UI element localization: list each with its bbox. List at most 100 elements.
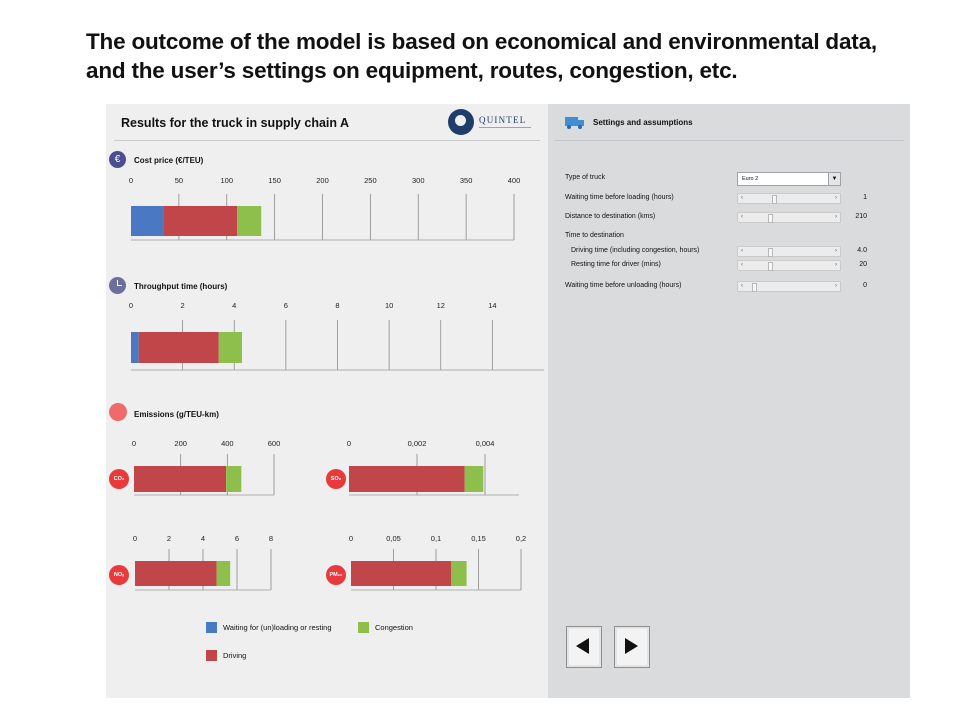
legend-label-driving: Driving [223, 651, 247, 660]
nox-badge: NOₓ [109, 565, 129, 585]
tick-label: 0 [129, 176, 133, 185]
pm10-badge: PM₁₀ [326, 565, 346, 585]
logo-text: QUINTEL [479, 115, 527, 125]
tick-label: 0 [347, 439, 351, 448]
bar-segment-congestion [464, 466, 484, 492]
truck-icon [565, 117, 584, 129]
slider-left-arrow-icon[interactable]: ‹ [741, 283, 743, 289]
so2-badge: SO₂ [326, 469, 346, 489]
slider-right-arrow-icon[interactable]: › [835, 248, 837, 254]
tick-label: 300 [412, 176, 425, 185]
slider-right-arrow-icon[interactable]: › [835, 195, 837, 201]
results-title: Results for the truck in supply chain A [121, 116, 350, 130]
tick-label: 2 [167, 534, 171, 543]
headline-line-1: The outcome of the model is based on eco… [86, 29, 877, 54]
nox-chart-svg: 0 2 4 6 8 [133, 534, 273, 591]
tick-label: 6 [235, 534, 239, 543]
slider-thumb[interactable] [772, 195, 777, 204]
arrow-right-icon [625, 638, 638, 654]
tick-label: 400 [221, 439, 234, 448]
tick-label: 400 [508, 176, 521, 185]
quintel-logo: QUINTEL [448, 109, 538, 137]
legend-item-congestion: Congestion [358, 622, 413, 633]
logo-underline [479, 127, 531, 128]
legend-label-waiting: Waiting for (un)loading or resting [223, 623, 332, 632]
tick-label: 0,1 [431, 534, 441, 543]
legend-swatch-driving [206, 650, 217, 661]
wait-unloading-value: 0 [863, 282, 867, 289]
resting-label: Resting time for driver (mins) [571, 261, 661, 268]
bar-segment-congestion [216, 561, 231, 586]
arrow-left-icon [576, 638, 589, 654]
bar-segment-driving [138, 332, 219, 363]
euro-icon: € [109, 151, 126, 168]
truck-type-select[interactable]: Euro 2 ▼ [737, 172, 841, 186]
bar-segment-driving [163, 206, 238, 236]
slider-left-arrow-icon[interactable]: ‹ [741, 248, 743, 254]
bar-segment-driving [349, 466, 465, 492]
legend-swatch-waiting [206, 622, 217, 633]
tick-label: 0 [132, 439, 136, 448]
resting-value: 20 [859, 261, 867, 268]
wait-unloading-label: Waiting time before unloading (hours) [565, 282, 682, 289]
tick-label: 0,004 [476, 439, 495, 448]
distance-slider[interactable]: ‹ › [737, 212, 841, 223]
wait-loading-slider[interactable]: ‹ › [737, 193, 841, 204]
slider-right-arrow-icon[interactable]: › [835, 283, 837, 289]
driving-time-label: Driving time (including congestion, hour… [571, 247, 700, 254]
headline-line-2: and the user’s settings on equipment, ro… [86, 58, 738, 83]
tick-label: 0 [133, 534, 137, 543]
co2-chart-svg: 0 200 400 600 [132, 439, 280, 496]
tick-label: 0,2 [516, 534, 526, 543]
cost-chart-svg: 0 50 100 150 200 250 300 350 400 [129, 176, 521, 241]
tick-label: 0 [129, 301, 133, 310]
tick-label: 4 [201, 534, 205, 543]
tick-label: 6 [284, 301, 288, 310]
driving-time-slider[interactable]: ‹ › [737, 246, 841, 257]
slider-thumb[interactable] [768, 262, 773, 271]
bar-segment-driving [135, 561, 217, 586]
slider-thumb[interactable] [768, 214, 773, 223]
distance-label: Distance to destination (kms) [565, 213, 656, 220]
slider-thumb[interactable] [768, 248, 773, 257]
slider-left-arrow-icon[interactable]: ‹ [741, 214, 743, 220]
bar-segment-congestion [237, 206, 262, 236]
tick-label: 200 [316, 176, 329, 185]
headline: The outcome of the model is based on eco… [86, 27, 946, 85]
slider-right-arrow-icon[interactable]: › [835, 214, 837, 220]
tick-label: 8 [335, 301, 339, 310]
bar-segment-waiting-for-un-loading-or-resting [131, 206, 164, 236]
tick-label: 0,002 [408, 439, 427, 448]
legend-item-driving: Driving [206, 650, 246, 661]
wait-loading-label: Waiting time before loading (hours) [565, 194, 674, 201]
chevron-down-icon[interactable]: ▼ [828, 173, 840, 185]
so2-chart-svg: 0 0,002 0,004 [347, 439, 519, 496]
quintel-logo-icon [448, 109, 474, 135]
cost-title: Cost price (€/TEU) [134, 156, 204, 165]
pm10-chart-svg: 0 0,05 0,1 0,15 0,2 [349, 534, 526, 591]
tick-label: 0 [349, 534, 353, 543]
wait-unloading-slider[interactable]: ‹ › [737, 281, 841, 292]
settings-panel: Settings and assumptions Type of truck E… [548, 104, 910, 698]
previous-button[interactable] [566, 626, 602, 668]
truck-type-value: Euro 2 [742, 176, 759, 182]
driving-time-value: 4.0 [857, 247, 867, 254]
legend-swatch-congestion [358, 622, 369, 633]
emissions-title: Emissions (g/TEU-km) [134, 410, 219, 419]
tick-label: 2 [181, 301, 185, 310]
slider-left-arrow-icon[interactable]: ‹ [741, 262, 743, 268]
tick-label: 250 [364, 176, 377, 185]
header-divider [114, 140, 540, 141]
tick-label: 0,15 [471, 534, 486, 543]
resting-slider[interactable]: ‹ › [737, 260, 841, 271]
bar-segment-driving [351, 561, 452, 586]
settings-title: Settings and assumptions [593, 118, 693, 127]
distance-value: 210 [855, 213, 867, 220]
slider-right-arrow-icon[interactable]: › [835, 262, 837, 268]
slider-thumb[interactable] [752, 283, 757, 292]
bar-segment-congestion [451, 561, 467, 586]
slider-left-arrow-icon[interactable]: ‹ [741, 195, 743, 201]
bar-segment-waiting-for-un-loading-or-resting [131, 332, 139, 363]
next-button[interactable] [614, 626, 650, 668]
co2-badge: CO₂ [109, 469, 129, 489]
